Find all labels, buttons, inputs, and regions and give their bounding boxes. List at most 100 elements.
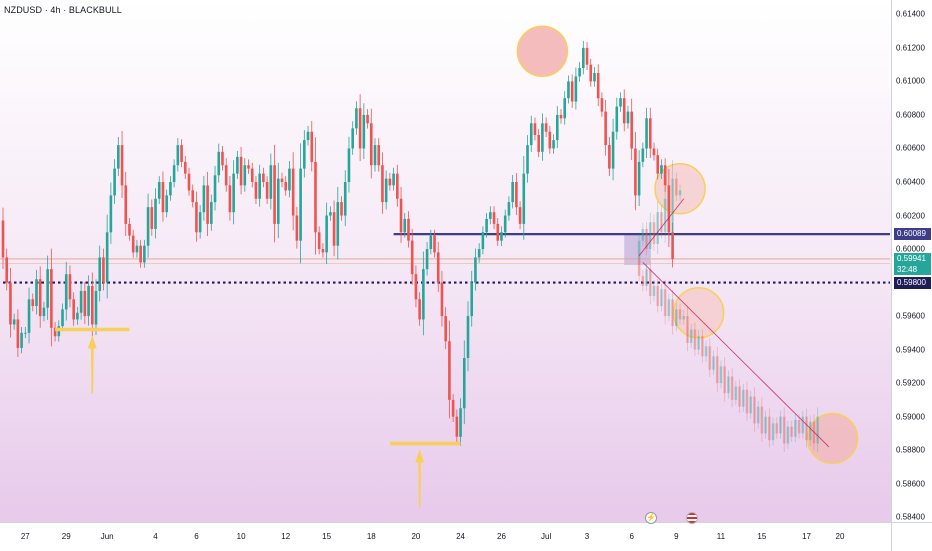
candle-body xyxy=(20,332,23,348)
candle-body xyxy=(682,316,686,320)
candle-body xyxy=(355,108,358,129)
candle-body xyxy=(273,165,276,224)
candle-body xyxy=(708,346,712,370)
candle-body xyxy=(663,165,667,186)
candle-body xyxy=(637,259,641,276)
candle-body xyxy=(559,114,563,119)
candle-body xyxy=(634,148,637,196)
candle-body xyxy=(213,175,217,203)
candle-body xyxy=(645,228,648,250)
candle-body xyxy=(693,329,697,350)
date-tick-label: 6 xyxy=(194,532,199,541)
candle-body xyxy=(321,249,325,253)
candle-body xyxy=(797,420,801,434)
price-tick-label: 0.58800 xyxy=(896,445,925,455)
candle-body xyxy=(314,161,317,233)
candle-body xyxy=(529,123,533,146)
candle-body xyxy=(727,376,730,394)
candle-body xyxy=(407,218,410,241)
candle-body xyxy=(139,245,142,263)
candle-body xyxy=(113,168,116,196)
candle-body xyxy=(496,223,500,241)
candle-body xyxy=(436,252,440,283)
candle-body xyxy=(663,198,667,233)
price-tick-label: 0.59400 xyxy=(896,345,925,355)
date-tick-label: 20 xyxy=(411,532,421,541)
price-tick-label: 0.58400 xyxy=(896,512,925,522)
candle-body xyxy=(808,421,812,441)
candle-body xyxy=(756,406,760,424)
candle-body xyxy=(474,257,477,283)
candle-body xyxy=(511,182,514,203)
candle-body xyxy=(336,202,340,246)
candle-body xyxy=(563,98,567,119)
lightning-icon[interactable]: ⚡ xyxy=(645,512,658,524)
candle-body xyxy=(24,332,27,334)
candle-body xyxy=(303,140,306,169)
candle-body xyxy=(358,108,362,149)
date-tick-label: 26 xyxy=(497,532,506,541)
support-arrow-shaft xyxy=(90,347,94,394)
candle-body xyxy=(265,182,269,199)
projection-trend-line xyxy=(642,262,830,448)
candle-body xyxy=(451,399,455,417)
date-tick-label: 24 xyxy=(456,532,465,541)
date-tick-label: Jul xyxy=(540,532,552,541)
candle-body xyxy=(615,106,619,132)
candle-body xyxy=(686,316,689,343)
candle-body xyxy=(775,423,779,434)
candle-body xyxy=(64,274,68,310)
candle-body xyxy=(745,389,749,414)
candle-body xyxy=(198,212,202,233)
candle-body xyxy=(325,215,328,253)
candle-body xyxy=(128,223,131,236)
date-tick-label: 12 xyxy=(281,532,291,541)
candle-body xyxy=(656,285,660,307)
candle-body xyxy=(593,73,596,82)
candle-body xyxy=(637,161,641,196)
candle-body xyxy=(548,131,552,149)
candle-body xyxy=(50,269,53,328)
candle-body xyxy=(782,416,786,444)
candle-body xyxy=(254,182,258,199)
candle-body xyxy=(269,165,273,199)
price-tick-label: 0.60000 xyxy=(896,244,925,254)
candle-body xyxy=(232,173,235,213)
candle-body xyxy=(180,145,183,162)
date-tick-label: 17 xyxy=(802,532,811,541)
candle-body xyxy=(626,111,630,124)
candle-body xyxy=(422,269,425,320)
date-tick-label: 9 xyxy=(674,532,679,541)
candle-body xyxy=(492,212,496,224)
candle-body xyxy=(645,118,648,149)
candle-body xyxy=(61,309,64,327)
candle-body xyxy=(381,165,384,203)
candle-body xyxy=(582,47,585,69)
candle-body xyxy=(738,386,741,407)
date-tick-label: 3 xyxy=(584,532,590,541)
candle-body xyxy=(176,145,180,166)
candle-body xyxy=(537,135,540,152)
candle-body xyxy=(340,202,343,216)
candle-body xyxy=(648,222,652,250)
candle-body xyxy=(712,356,715,370)
candle-body xyxy=(741,389,745,407)
candle-body xyxy=(5,257,9,283)
support-arrow-head xyxy=(87,335,97,349)
axis-corner xyxy=(891,522,932,551)
candle-body xyxy=(362,114,366,149)
candle-body xyxy=(87,285,90,317)
candle-body xyxy=(169,182,172,196)
symbol-title[interactable]: NZDUSD · 4h · BLACKBULL xyxy=(4,5,122,15)
time-axis[interactable] xyxy=(0,522,891,551)
candle-body xyxy=(310,131,314,162)
candle-body xyxy=(515,182,518,208)
candle-body xyxy=(83,290,87,317)
date-tick-label: 10 xyxy=(236,532,246,541)
candle-body xyxy=(678,190,682,196)
candle-body xyxy=(332,212,336,246)
candle-body xyxy=(522,173,526,224)
candle-body xyxy=(518,207,522,224)
us-flag-icon[interactable] xyxy=(686,512,699,524)
